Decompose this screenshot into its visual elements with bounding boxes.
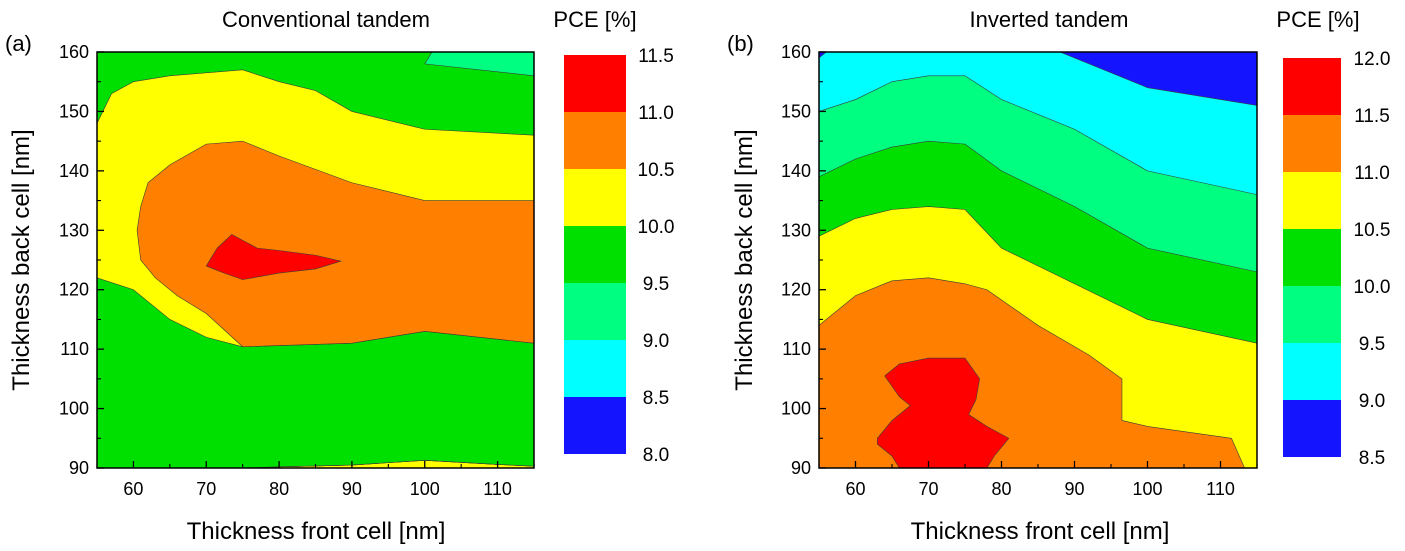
contour-region (877, 357, 1010, 468)
colorbar-label: 10.5 (1354, 220, 1391, 241)
colorbar-a-title: PCE [%] (553, 7, 636, 32)
y-tick-label: 150 (781, 101, 811, 121)
contour-region (819, 52, 827, 59)
colorbar-label: 8.5 (1359, 448, 1385, 469)
colorbar-swatch (1283, 172, 1341, 229)
panel-b-label: (b) (727, 31, 754, 56)
colorbar-label: 10.0 (638, 217, 675, 238)
panel-a-ylabel: Thickness back cell [nm] (8, 129, 35, 390)
colorbar-label: 11.5 (1354, 106, 1390, 127)
contour-region (136, 140, 534, 348)
panel-a-xlabel: Thickness front cell [nm] (187, 518, 446, 545)
y-tick-label: 160 (59, 42, 89, 62)
panel-a-title: Conventional tandem (222, 7, 430, 32)
x-tick-label: 80 (991, 479, 1011, 499)
colorbar-swatch (1283, 286, 1341, 343)
plot-a-area (97, 52, 534, 468)
colorbar-b: 12.0 11.5 11.0 10.5 10.0 9.5 9.0 8.5 (1283, 49, 1390, 469)
panel-b-title: Inverted tandem (970, 7, 1129, 32)
colorbar-label: 10.5 (638, 160, 675, 181)
y-tick-label: 100 (59, 399, 89, 419)
colorbar-label: 9.0 (643, 331, 669, 352)
panel-a-label: (a) (5, 31, 32, 56)
colorbar-swatch (564, 169, 626, 226)
x-tick-label: 60 (845, 479, 865, 499)
colorbar-swatch (564, 112, 626, 169)
colorbar-swatch (564, 397, 626, 454)
colorbar-swatch (1283, 115, 1341, 172)
x-tick-label: 70 (918, 479, 938, 499)
colorbar-label: 9.0 (1359, 391, 1385, 412)
colorbar-swatch (564, 226, 626, 283)
colorbar-b-title: PCE [%] (1276, 7, 1359, 32)
panel-b: (b) Inverted tandem 60 70 80 90 100 110 90 100 1… (727, 7, 1390, 545)
y-tick-label: 120 (59, 280, 89, 300)
colorbar-label: 12.0 (1354, 49, 1391, 70)
colorbar-swatch (564, 283, 626, 340)
colorbar-swatch (1283, 58, 1341, 115)
y-tick-label: 110 (782, 339, 811, 359)
y-tick-label: 160 (781, 42, 811, 62)
contour-region (205, 234, 343, 280)
colorbar-label: 10.0 (1354, 277, 1391, 298)
colorbar-label: 8.0 (643, 445, 669, 466)
y-tick-label: 140 (781, 161, 811, 181)
x-tick-label: 90 (1064, 479, 1084, 499)
x-tick-label: 110 (483, 479, 512, 499)
colorbar-swatch (564, 55, 626, 112)
y-tick-label: 100 (781, 399, 811, 419)
colorbar-label: 8.5 (643, 388, 669, 409)
x-tick-label: 60 (123, 479, 143, 499)
plot-b-axes: 60 70 80 90 100 110 90 100 110 120 130 140 150 160 (781, 42, 1258, 499)
y-tick-label: 140 (59, 161, 89, 181)
y-tick-label: 130 (59, 220, 89, 240)
colorbar-label: 9.5 (643, 274, 669, 295)
plot-b-area (819, 52, 1257, 468)
x-tick-label: 100 (1132, 479, 1162, 499)
y-tick-label: 150 (59, 101, 89, 121)
colorbar-label: 11.0 (638, 103, 674, 124)
colorbar-label: 11.0 (1354, 163, 1390, 184)
x-tick-label: 70 (196, 479, 216, 499)
contour-region (1059, 52, 1257, 106)
colorbar-swatch (1283, 400, 1341, 457)
colorbar-swatch (1283, 343, 1341, 400)
x-tick-label: 80 (269, 479, 289, 499)
colorbar-swatch (564, 340, 626, 397)
plot-a-axes: 60 70 80 90 100 110 90 100 110 120 130 140 150 160 (59, 42, 535, 499)
contour-region (424, 52, 534, 77)
y-tick-label: 90 (791, 458, 811, 478)
panel-b-xlabel: Thickness front cell [nm] (911, 518, 1170, 545)
colorbar-a: 11.5 11.0 10.5 10.0 9.5 9.0 8.5 8.0 (564, 46, 674, 466)
y-tick-label: 120 (781, 280, 811, 300)
panel-a: (a) Conventional tandem 60 70 80 90 100 110 90… (5, 7, 674, 545)
panel-b-ylabel: Thickness back cell [nm] (731, 129, 758, 390)
colorbar-label: 11.5 (638, 46, 674, 67)
y-tick-label: 90 (69, 458, 89, 478)
x-tick-label: 90 (342, 479, 362, 499)
colorbar-swatch (1283, 229, 1341, 286)
y-tick-label: 130 (781, 220, 811, 240)
x-tick-label: 100 (410, 479, 440, 499)
y-tick-label: 110 (60, 339, 89, 359)
x-tick-label: 110 (1206, 479, 1235, 499)
colorbar-label: 9.5 (1359, 334, 1385, 355)
